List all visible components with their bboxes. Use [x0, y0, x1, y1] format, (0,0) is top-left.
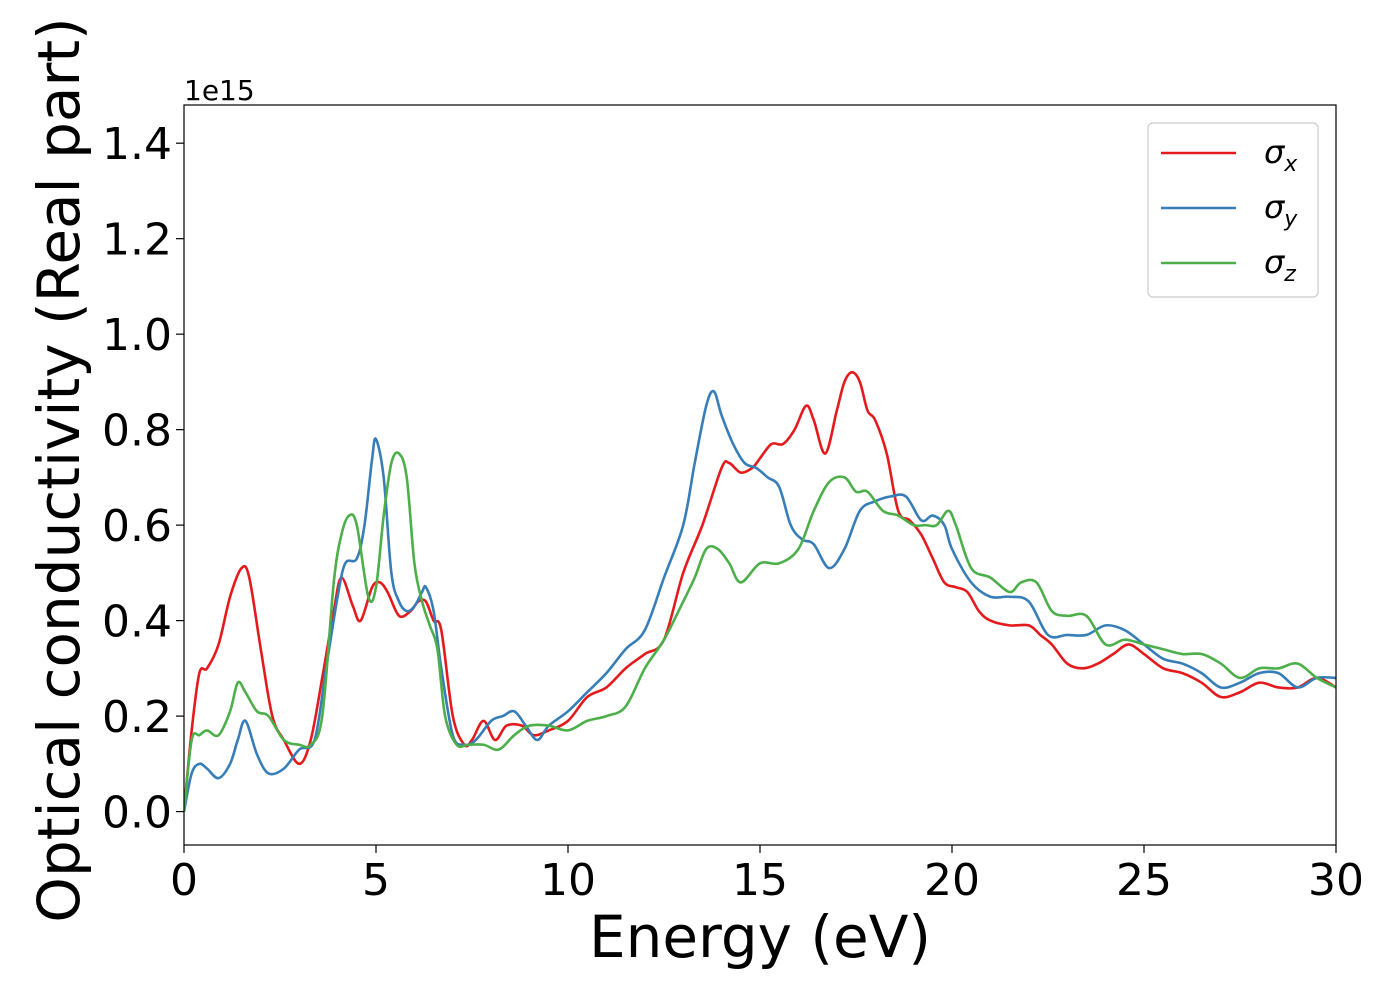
x-tick-label: 25 — [1116, 855, 1172, 906]
y-tick-label: 1.0 — [102, 310, 172, 361]
y-tick-label: 1.4 — [102, 119, 172, 170]
legend-label-x: σx — [1264, 133, 1298, 177]
legend: σx σy σz — [1147, 122, 1319, 298]
x-tick-label: 0 — [170, 855, 198, 906]
x-tick-label: 5 — [362, 855, 390, 906]
ticks-layer: 0 5 10 15 20 25 30 0.0 0.2 0.4 0.6 0.8 1.0 1.2 1.4 — [102, 119, 1364, 906]
series-layer — [184, 371, 1336, 812]
x-tick-label: 10 — [540, 855, 596, 906]
y-tick-label: 0.0 — [102, 788, 172, 839]
x-tick-label: 30 — [1308, 855, 1364, 906]
y-tick-label: 0.4 — [102, 597, 172, 648]
x-axis-title: Energy (eV) — [589, 903, 931, 971]
legend-box — [1147, 122, 1319, 298]
y-axis-title: Optical conductivity (Real part) — [25, 17, 93, 922]
x-tick-label: 15 — [732, 855, 788, 906]
x-tick-label: 20 — [924, 855, 980, 906]
y-tick-label: 0.2 — [102, 692, 172, 743]
legend-label-z: σz — [1264, 243, 1296, 287]
legend-label-y: σy — [1264, 188, 1298, 232]
series-line-z — [184, 451, 1336, 812]
series-line-y — [184, 389, 1336, 812]
y-tick-label: 0.6 — [102, 501, 172, 552]
y-offset-label: 1e15 — [184, 74, 255, 107]
y-tick-label: 0.8 — [102, 406, 172, 457]
series-line-x — [184, 371, 1336, 812]
y-tick-label: 1.2 — [102, 215, 172, 266]
